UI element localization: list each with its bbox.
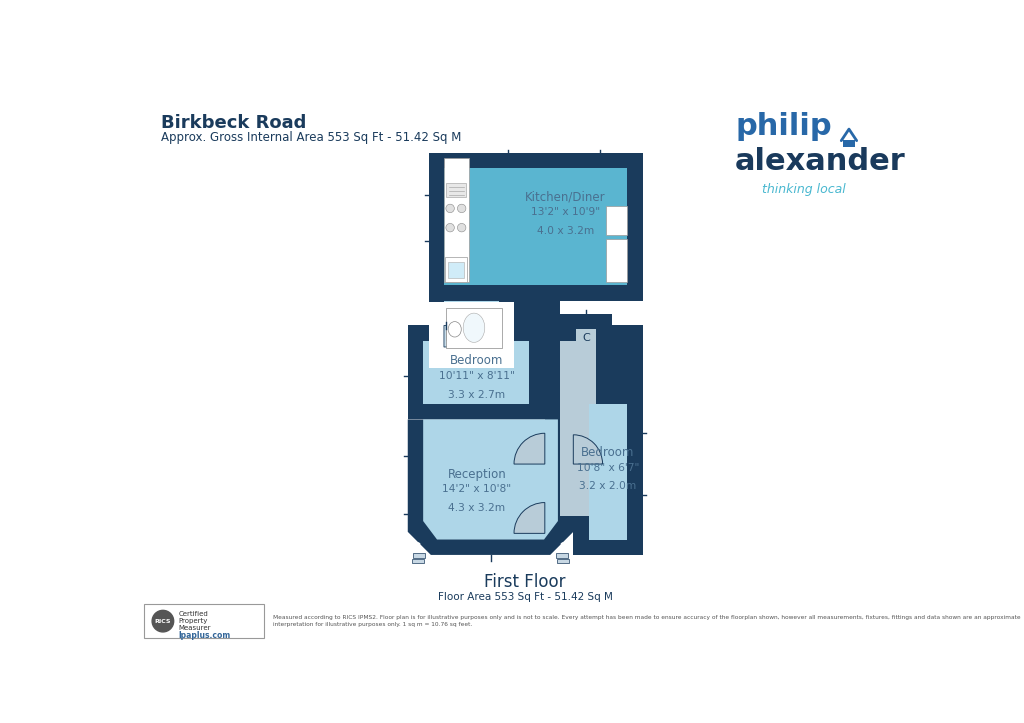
Ellipse shape [466,322,481,336]
Bar [446,322,463,340]
Bar [444,158,469,281]
Bar [446,308,502,348]
Text: 3.2 x 2.0m: 3.2 x 2.0m [580,482,637,492]
Text: thinking local: thinking local [762,183,846,196]
Bar [413,553,425,558]
Text: Certified: Certified [178,611,208,617]
Bar [446,183,466,197]
Bar [557,559,569,563]
Bar [423,341,529,404]
Text: Floor Area 553 Sq Ft - 51.42 Sq M: Floor Area 553 Sq Ft - 51.42 Sq M [437,591,612,602]
Text: Bedroom: Bedroom [451,354,504,367]
Text: 13'2" x 10'9": 13'2" x 10'9" [531,208,600,218]
Text: Bedroom: Bedroom [582,446,635,459]
Text: Approx. Gross Internal Area 553 Sq Ft - 51.42 Sq M: Approx. Gross Internal Area 553 Sq Ft - … [162,132,462,145]
Bar [445,257,467,281]
Text: Kitchen/Diner: Kitchen/Diner [525,190,606,203]
Circle shape [153,610,174,632]
Bar [444,168,628,286]
Ellipse shape [449,322,461,337]
Text: First Floor: First Floor [484,573,566,591]
Circle shape [458,223,466,232]
Text: 3.3 x 2.7m: 3.3 x 2.7m [449,390,506,400]
Text: 10'11" x 8'11": 10'11" x 8'11" [439,372,515,381]
Text: RICS: RICS [155,619,171,624]
Bar [408,325,545,419]
Bar [560,314,611,362]
Wedge shape [444,325,466,347]
Text: Measured according to RICS IPMS2. Floor plan is for illustrative purposes only a: Measured according to RICS IPMS2. Floor … [273,615,1021,628]
Bar [575,329,596,347]
Text: 14'2" x 10'8": 14'2" x 10'8" [442,484,512,495]
Bar [560,341,596,516]
Text: 10'8" x 6'7": 10'8" x 6'7" [577,463,639,473]
Bar [573,388,643,555]
Bar [412,559,424,563]
Bar [429,153,643,301]
Bar [429,301,514,368]
Bar [843,140,855,147]
Bar [611,325,643,388]
Bar [444,301,499,351]
Wedge shape [514,502,545,534]
FancyBboxPatch shape [144,604,264,638]
Polygon shape [408,419,573,555]
Text: philip: philip [735,112,831,141]
Bar [556,553,568,558]
Text: lpaplus.com: lpaplus.com [178,630,230,640]
Bar [429,301,514,367]
Bar [545,325,611,532]
Wedge shape [573,435,602,464]
Polygon shape [423,419,558,539]
Circle shape [445,204,455,213]
Text: 4.3 x 3.2m: 4.3 x 3.2m [449,503,506,513]
Text: Reception: Reception [447,468,507,481]
Circle shape [445,223,455,232]
Ellipse shape [463,313,484,343]
Bar [605,206,628,236]
Bar [514,301,560,367]
Circle shape [458,204,466,213]
Bar [589,404,628,539]
Text: 4.0 x 3.2m: 4.0 x 3.2m [537,226,594,236]
Bar [447,262,464,278]
Text: Measurer: Measurer [178,625,211,631]
Text: alexander: alexander [735,147,906,176]
Wedge shape [514,433,545,464]
Bar [605,239,628,281]
Text: Property: Property [178,618,208,624]
Text: Birkbeck Road: Birkbeck Road [162,114,307,132]
Text: C: C [582,333,590,343]
